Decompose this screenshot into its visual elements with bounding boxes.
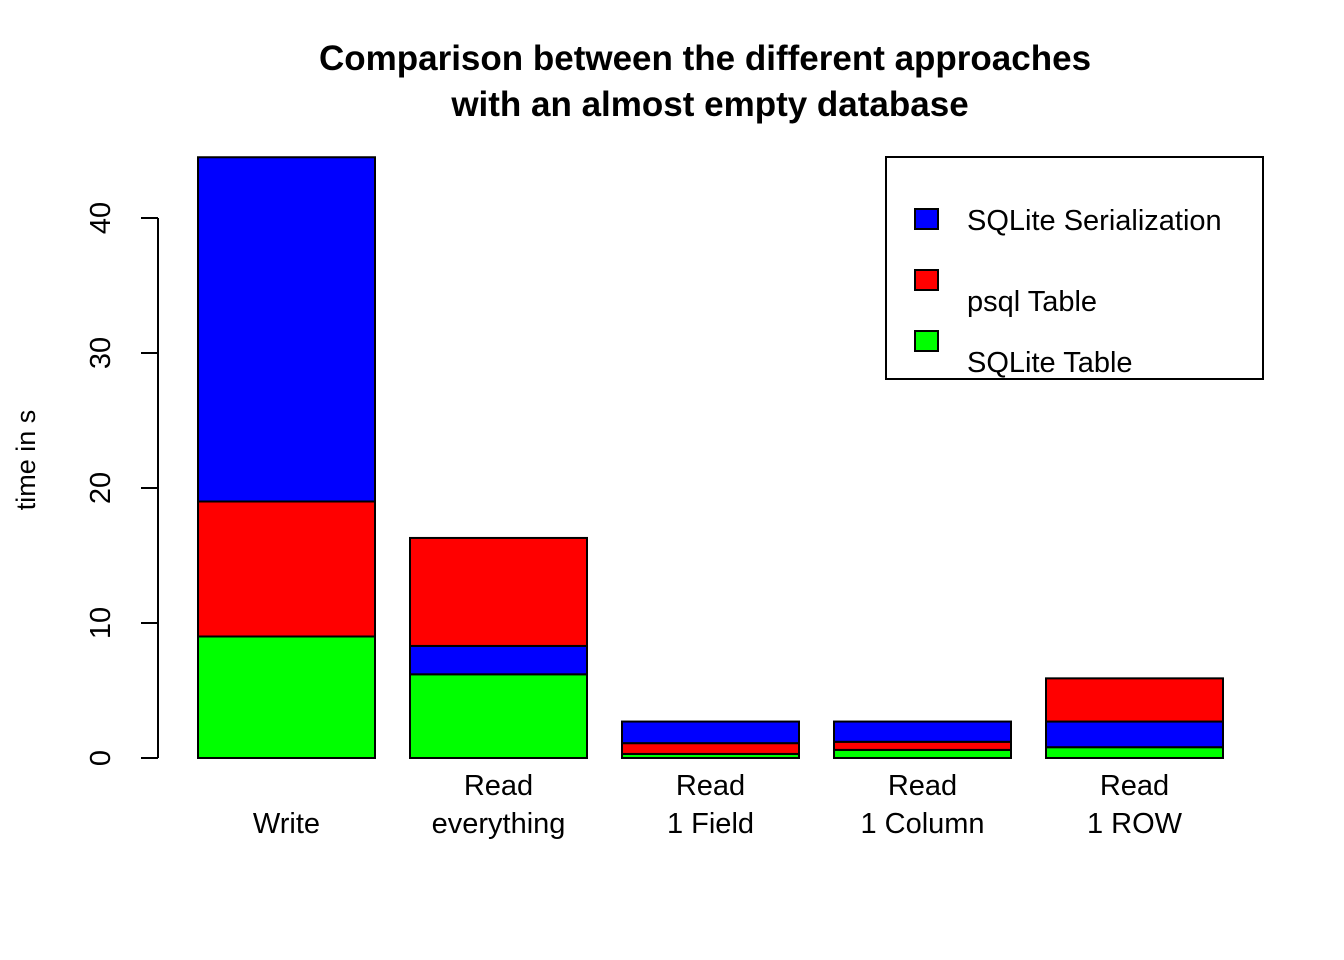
y-tick-label: 40 — [85, 202, 117, 234]
category-label: Read — [464, 770, 533, 802]
legend: SQLite Serialization psql Table SQLite Tab… — [885, 156, 1264, 380]
legend-label: SQLite Serialization — [967, 205, 1222, 237]
category-label: 1 Field — [667, 808, 754, 840]
bar-segment-4-1 — [1045, 720, 1224, 749]
legend-box — [885, 156, 1264, 380]
y-tick-label: 10 — [85, 607, 117, 639]
bar-segment-2-1 — [621, 742, 800, 755]
legend-label: SQLite Table — [967, 347, 1133, 379]
bar-segment-2-2 — [621, 720, 800, 745]
bars-group — [197, 156, 1224, 760]
category-label: everything — [432, 808, 566, 840]
bar-segment-4-2 — [1045, 677, 1224, 723]
category-label: Read — [1100, 770, 1169, 802]
category-label: Read — [888, 770, 957, 802]
y-axis: 0 10 20 30 40 — [85, 202, 159, 766]
bar-segment-1-0 — [409, 673, 588, 759]
bar-segment-0-0 — [197, 635, 376, 759]
category-label: Read — [676, 770, 745, 802]
category-label: Write — [253, 808, 320, 840]
legend-swatch — [914, 330, 939, 352]
legend-swatch — [914, 269, 939, 291]
bar-segment-3-2 — [833, 720, 1012, 743]
y-axis-label: time in s — [11, 410, 41, 511]
x-axis-labels: Write Read everything Read 1 Field Read 1 Colu… — [253, 770, 1183, 840]
bar-segment-3-0 — [833, 748, 1012, 760]
category-label: 1 ROW — [1087, 808, 1183, 840]
legend-swatch — [914, 208, 939, 230]
bar-segment-3-1 — [833, 740, 1012, 751]
bar-segment-0-1 — [197, 500, 376, 638]
bar-segment-4-0 — [1045, 746, 1224, 760]
y-tick-label: 0 — [85, 750, 117, 766]
legend-label: psql Table — [967, 286, 1097, 318]
category-label: 1 Column — [860, 808, 984, 840]
chart-title-line-1: Comparison between the different approac… — [319, 39, 1091, 78]
bar-segment-0-2 — [197, 156, 376, 503]
bar-segment-1-2 — [409, 536, 588, 647]
y-tick-label: 30 — [85, 337, 117, 369]
y-tick-label: 20 — [85, 472, 117, 504]
chart-title-line-2: with an almost empty database — [450, 85, 968, 124]
bar-segment-1-1 — [409, 644, 588, 676]
